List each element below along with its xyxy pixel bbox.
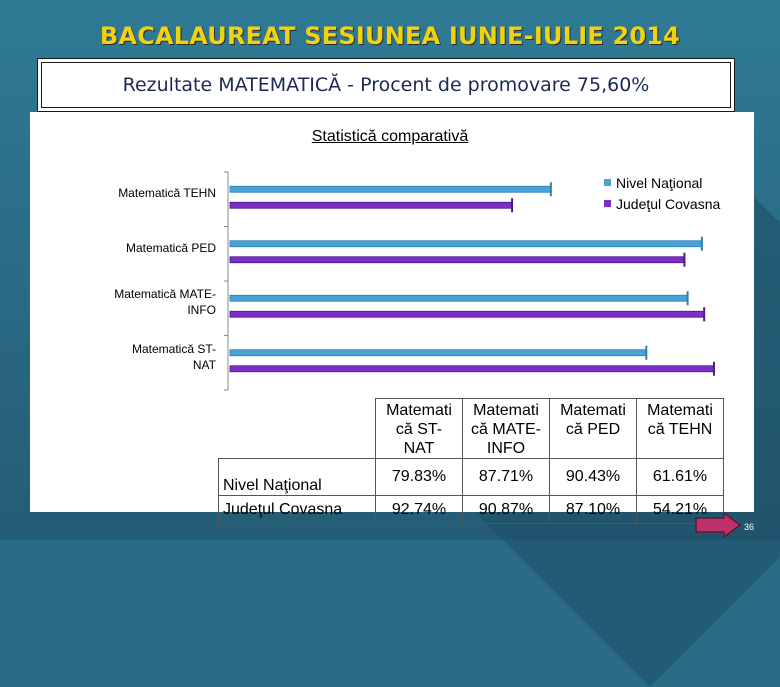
slide-title: BACALAUREAT SESIUNEA IUNIE-IULIE 2014	[99, 22, 681, 50]
legend-swatch	[604, 179, 611, 186]
table-header-cell: Matemati că TEHN	[636, 398, 724, 459]
y-tick-label: Matematică PED	[125, 240, 216, 255]
table-header-row: Matemati că ST- NAT Matemati că MATE- INFO M…	[218, 398, 724, 459]
table-header-cell: Matemati că PED	[549, 398, 637, 459]
arrow-right-icon[interactable]	[694, 512, 742, 538]
table-row-label: Judeţul Covasna	[218, 495, 376, 524]
bar	[229, 240, 703, 248]
y-tick-label: Matematică TEHN	[118, 186, 216, 201]
legend-label: Nivel Naţional	[616, 174, 703, 191]
bar-chart	[224, 171, 715, 391]
bar	[229, 256, 685, 264]
legend-swatch	[604, 200, 611, 207]
bar	[229, 310, 705, 318]
legend-label: Judeţul Covasna	[616, 195, 721, 212]
table-row: Nivel Naţional 79.83% 87.71% 90.43% 61.6…	[218, 458, 724, 496]
data-table: Matemati că ST- NAT Matemati că MATE- INFO M…	[218, 398, 724, 524]
table-corner	[218, 398, 376, 459]
bar	[229, 349, 647, 357]
y-tick-label: Matematică ST- NAT	[131, 341, 216, 372]
table-header-cell: Matemati că MATE- INFO	[462, 398, 550, 459]
table-row: Judeţul Covasna 92.74% 90.87% 87.10% 54.…	[218, 495, 724, 524]
bar	[229, 185, 552, 193]
table-cell: 87.71%	[462, 458, 550, 496]
table-cell: 90.43%	[549, 458, 637, 496]
table-header-cell: Matemati că ST- NAT	[375, 398, 463, 459]
bar	[229, 365, 715, 373]
slide-subtitle: Rezultate MATEMATICĂ - Procent de promov…	[41, 62, 731, 108]
table-row-label: Nivel Naţional	[218, 458, 376, 496]
bar	[229, 201, 513, 209]
chart-title: Statistică comparativă	[311, 128, 469, 145]
subtitle-box: Rezultate MATEMATICĂ - Procent de promov…	[37, 58, 735, 112]
legend-item: Judeţul Covasna	[604, 193, 720, 214]
legend-item: Nivel Naţional	[604, 172, 720, 193]
table-cell: 87.10%	[549, 495, 637, 524]
y-tick-label: Matematică MATE- INFO	[114, 287, 216, 318]
bar	[229, 294, 689, 302]
table-cell: 90.87%	[462, 495, 550, 524]
table-cell: 61.61%	[636, 458, 724, 496]
table-cell: 79.83%	[375, 458, 463, 496]
table-cell: 92.74%	[375, 495, 463, 524]
page-number: 36	[744, 522, 755, 532]
chart-legend: Nivel Naţional Judeţul Covasna	[604, 172, 720, 214]
